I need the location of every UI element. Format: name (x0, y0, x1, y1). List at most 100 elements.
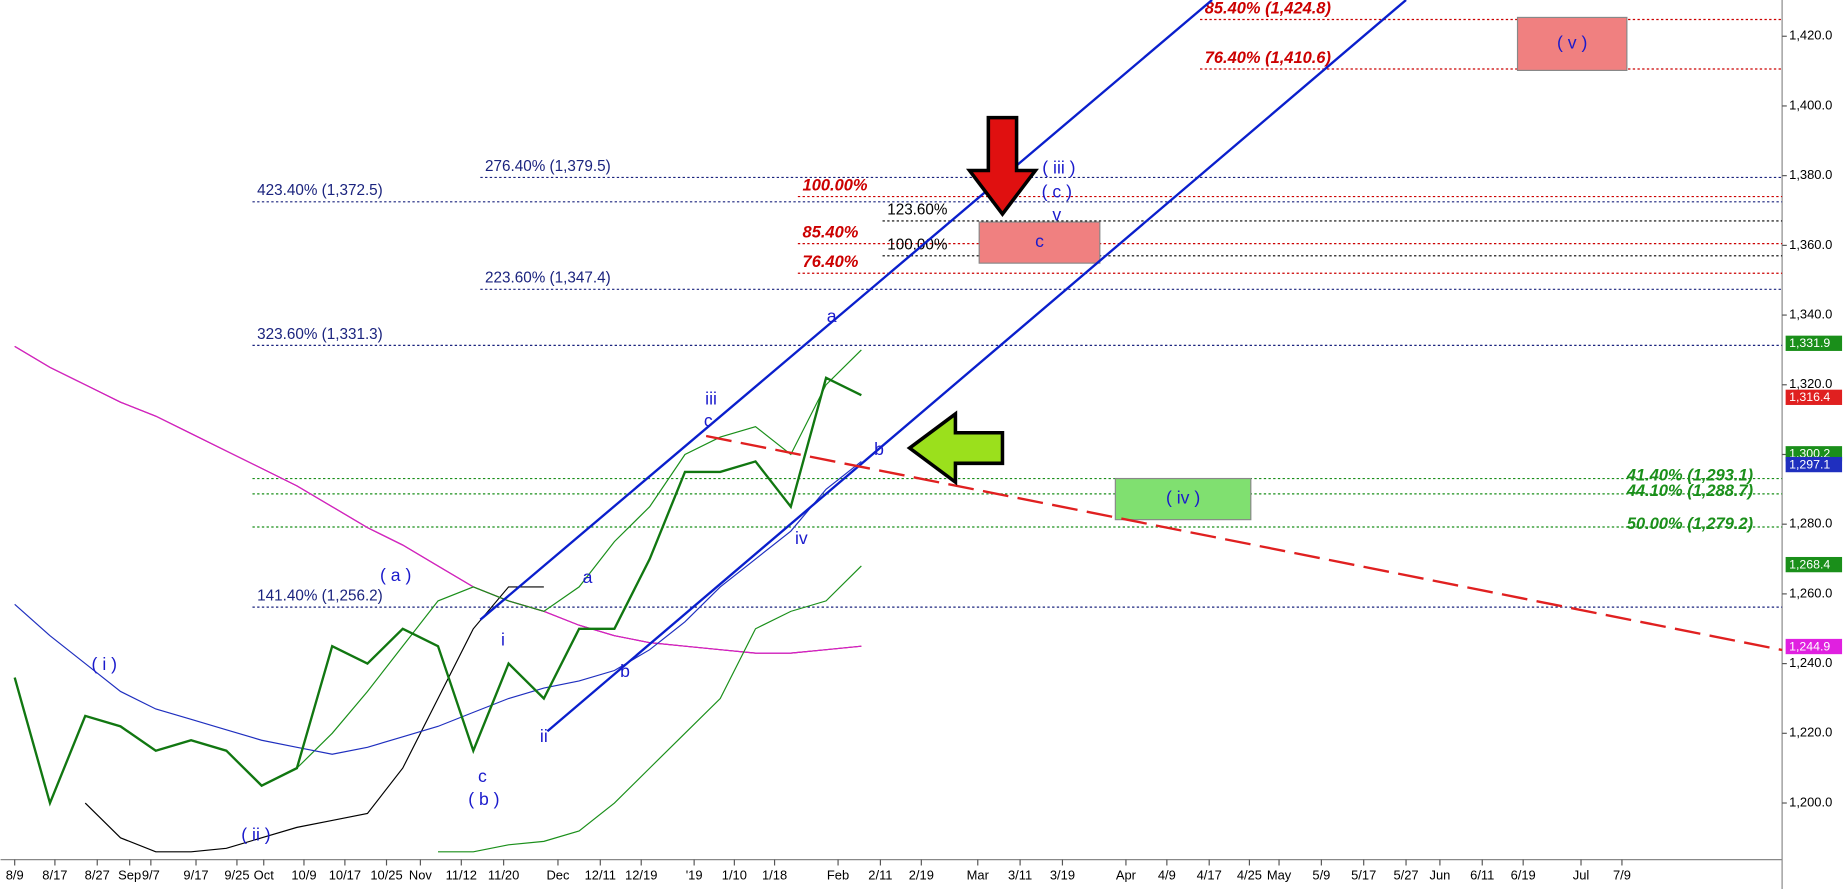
x-tick-label: '19 (686, 867, 703, 882)
x-tick-label: May (1267, 867, 1292, 882)
x-tick-label: 4/9 (1158, 867, 1176, 882)
x-tick-label: 3/11 (1008, 867, 1032, 882)
fib-label: 223.60% (1,347.4) (485, 270, 611, 287)
y-tick-label: 1,360.0 (1789, 237, 1832, 252)
x-tick-label: 1/10 (722, 867, 747, 882)
fib-label: 41.40% (1,293.1) (1626, 467, 1753, 485)
price-tag-label: 1,244.9 (1789, 639, 1830, 653)
fib-label: 85.40% (1,424.8) (1205, 0, 1331, 17)
x-tick-label: 5/27 (1393, 867, 1418, 882)
wave-label: a (583, 567, 593, 587)
x-tick-label: 7/9 (1613, 867, 1631, 882)
wave-label: ( b ) (468, 789, 499, 809)
fib-label: 123.60% (887, 201, 948, 218)
price-tag (1785, 638, 1843, 655)
x-tick-label: Oct (254, 867, 275, 882)
series-line (14, 345, 862, 654)
fib-label: 85.40% (803, 223, 859, 241)
fib-label: 100.00% (803, 176, 868, 194)
x-tick-label: 5/17 (1351, 867, 1376, 882)
x-tick-label: 8/27 (85, 867, 110, 882)
target-zone (1516, 16, 1628, 71)
x-tick-label: 12/19 (625, 867, 657, 882)
x-tick-label: 3/19 (1050, 867, 1075, 882)
y-tick-label: 1,200.0 (1789, 794, 1832, 809)
target-zone (978, 221, 1101, 264)
trendline (546, 0, 1407, 733)
y-tick-label: 1,420.0 (1789, 28, 1832, 43)
wave-label: c (704, 411, 713, 431)
x-tick-label: 9/17 (183, 867, 208, 882)
x-tick-label: 9/7 (142, 867, 160, 882)
y-tick-label: 1,320.0 (1789, 376, 1832, 391)
x-tick-label: Nov (409, 867, 433, 882)
x-tick-label: 12/11 (585, 867, 616, 882)
price-tag (1785, 389, 1843, 405)
x-tick-label: 2/11 (868, 867, 892, 882)
fib-label: 323.60% (1,331.3) (257, 326, 383, 343)
x-tick-label: 8/17 (42, 867, 67, 882)
fib-label: 423.40% (1,372.5) (257, 182, 383, 199)
x-tick-label: 6/19 (1511, 867, 1536, 882)
x-tick-label: 10/9 (291, 867, 316, 882)
wave-label: b (620, 661, 630, 681)
wave-label: ( i ) (92, 654, 117, 674)
zone-label: ( v ) (1557, 33, 1587, 53)
series-line (13, 376, 862, 807)
x-tick-label: 4/17 (1197, 867, 1222, 882)
price-tag (1785, 456, 1843, 473)
y-tick-label: 1,400.0 (1789, 97, 1832, 112)
x-tick-label: 11/20 (488, 867, 519, 882)
fib-label: 44.10% (1,288.7) (1626, 482, 1753, 500)
price-tag (1785, 556, 1843, 573)
x-tick-label: 8/9 (6, 867, 24, 882)
x-tick-label: Apr (1116, 867, 1137, 882)
y-tick-label: 1,260.0 (1789, 585, 1832, 600)
fib-label: 76.40% (1,410.6) (1205, 49, 1331, 67)
series-line (14, 460, 862, 755)
price-tag (1785, 335, 1843, 351)
x-tick-label: 10/25 (370, 867, 402, 882)
wave-label: v (1052, 205, 1061, 225)
wave-label: i (501, 629, 505, 649)
wave-label: iv (795, 528, 808, 548)
x-tick-label: 6/11 (1470, 867, 1494, 882)
wave-label: ( c ) (1042, 181, 1072, 201)
x-tick-label: 11/12 (446, 867, 477, 882)
x-tick-label: Jun (1429, 867, 1450, 882)
x-tick-label: 4/25 (1237, 867, 1262, 882)
x-tick-label: 5/9 (1312, 867, 1330, 882)
x-tick-label: Mar (967, 867, 990, 882)
wave-label: ( a ) (380, 565, 411, 585)
y-tick-label: 1,220.0 (1789, 725, 1832, 740)
price-tag-label: 1,297.1 (1789, 457, 1830, 471)
price-tag-label: 1,316.4 (1789, 390, 1830, 404)
down-arrow (965, 115, 1039, 217)
wave-label: iii (705, 388, 717, 408)
series-line (84, 586, 544, 853)
left-arrow (906, 410, 1005, 486)
x-tick-label: Dec (546, 867, 570, 882)
wave-label: c (478, 766, 487, 786)
y-tick-label: 1,340.0 (1789, 306, 1832, 321)
wave-label: a (827, 306, 837, 326)
fib-label: 76.40% (803, 253, 859, 271)
fib-label: 100.00% (887, 236, 948, 253)
x-tick-label: 1/18 (762, 867, 787, 882)
price-tag-label: 1,268.4 (1789, 557, 1830, 571)
x-tick-label: Jul (1573, 867, 1590, 882)
wave-label: ( iii ) (1042, 158, 1075, 178)
x-tick-label: 9/25 (224, 867, 249, 882)
x-tick-label: 2/19 (909, 867, 934, 882)
fib-label: 276.40% (1,379.5) (485, 158, 611, 175)
trendline (479, 0, 1213, 621)
zone-label: ( iv ) (1166, 488, 1200, 508)
y-tick-label: 1,240.0 (1789, 655, 1832, 670)
y-tick-label: 1,380.0 (1789, 167, 1832, 182)
wave-label: ii (540, 726, 548, 746)
zone-label: c (1035, 231, 1044, 251)
trendline (705, 434, 1783, 652)
series-line (438, 565, 862, 853)
